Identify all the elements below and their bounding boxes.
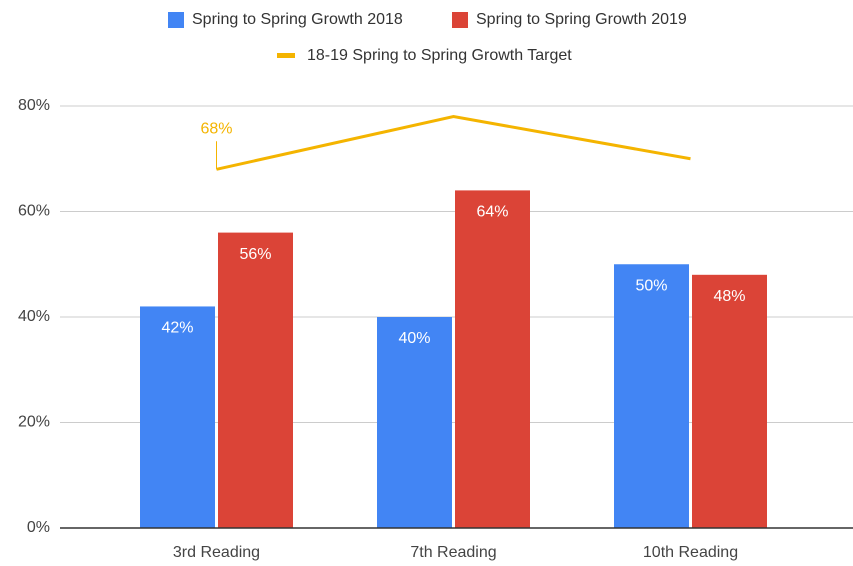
bar — [614, 264, 689, 528]
x-tick-label: 7th Reading — [410, 544, 496, 561]
legend-label: Spring to Spring Growth 2019 — [476, 11, 687, 28]
x-tick-label: 3rd Reading — [173, 544, 260, 561]
line — [216, 115, 691, 171]
bar — [692, 274, 767, 528]
legend-swatch — [168, 12, 184, 28]
y-tick-label: 0% — [27, 519, 50, 536]
legend-label: Spring to Spring Growth 2018 — [192, 11, 403, 28]
legend-label: 18-19 Spring to Spring Growth Target — [307, 47, 572, 64]
data-label: 68% — [200, 121, 232, 138]
data-label: 42% — [161, 320, 193, 337]
bar — [140, 306, 215, 528]
data-label: 64% — [476, 204, 508, 221]
y-tick-label: 20% — [18, 414, 50, 431]
x-tick-label: 10th Reading — [643, 544, 738, 561]
legend-swatch — [277, 53, 295, 58]
data-label: 40% — [398, 330, 430, 347]
data-label: 48% — [713, 288, 745, 305]
y-tick-label: 40% — [18, 308, 50, 325]
data-label: 50% — [635, 277, 667, 294]
bar — [377, 317, 452, 528]
bar — [455, 190, 530, 528]
legend-swatch — [452, 12, 468, 28]
bar — [218, 232, 293, 528]
y-tick-label: 60% — [18, 203, 50, 220]
y-tick-label: 80% — [18, 97, 50, 114]
data-label: 56% — [239, 246, 271, 263]
